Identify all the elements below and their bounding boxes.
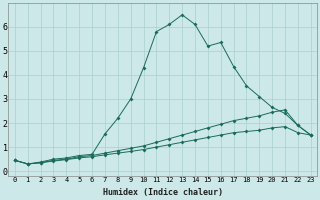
X-axis label: Humidex (Indice chaleur): Humidex (Indice chaleur): [103, 188, 223, 197]
